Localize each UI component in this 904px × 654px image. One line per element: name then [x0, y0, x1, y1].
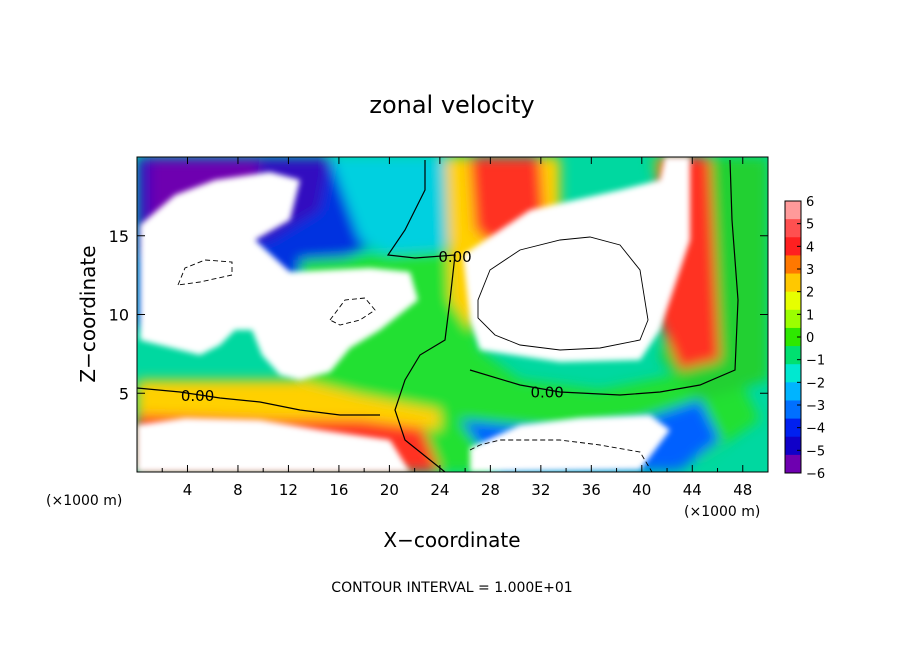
colorbar-label: 2	[806, 286, 814, 301]
colorbar-label: 4	[806, 240, 814, 255]
colorbar-swatch	[785, 309, 801, 329]
contour-labels: 0.00 0.00 0.00	[181, 248, 564, 405]
colorbar-label: −5	[806, 444, 825, 459]
colorbar-label: 5	[806, 218, 814, 233]
colorbar-label: −2	[806, 376, 825, 391]
colorbar-label: −1	[806, 354, 825, 369]
colorbar-label: −4	[806, 422, 825, 437]
colorbar-swatch	[785, 418, 801, 438]
colorbar-swatch	[785, 291, 801, 311]
colorbar-label: −6	[806, 467, 825, 482]
contour-label: 0.00	[530, 384, 563, 402]
x-axis-label: X−coordinate	[383, 528, 520, 552]
x-tick-label: 40	[632, 481, 651, 499]
x-unit-left: (×1000 m)	[46, 493, 122, 509]
y-axis-label: Z−coordinate	[76, 245, 100, 382]
x-axis-ticks: 4 8 12 16 20 24 28 32 36 40 44 48	[161, 157, 752, 499]
contour-label: 0.00	[438, 248, 471, 266]
x-tick-label: 8	[233, 481, 243, 499]
colorbar-label: 3	[806, 263, 814, 278]
x-tick-label: 48	[733, 481, 752, 499]
x-tick-label: 4	[183, 481, 193, 499]
y-axis-ticks: 5 10 15	[109, 227, 768, 403]
x-tick-label: 20	[380, 481, 399, 499]
colorbar-label: −3	[806, 399, 825, 414]
colorbar-swatch	[785, 237, 801, 256]
y-tick-label: 15	[109, 227, 129, 246]
chart-title: zonal velocity	[369, 91, 534, 119]
colorbar-swatch	[785, 400, 801, 420]
x-tick-label: 28	[481, 481, 500, 499]
colorbar-swatch	[785, 346, 801, 365]
colorbar-swatch	[785, 364, 801, 383]
velocity-field	[137, 157, 768, 472]
contour-interval-note: CONTOUR INTERVAL = 1.000E+01	[331, 580, 572, 596]
x-tick-label: 32	[531, 481, 550, 499]
colorbar-swatch	[785, 201, 801, 220]
colorbar-swatch	[785, 273, 801, 293]
x-tick-label: 44	[683, 481, 702, 499]
colorbar-swatch	[785, 436, 801, 456]
y-tick-label: 5	[119, 384, 129, 403]
contour-label: 0.00	[181, 387, 214, 405]
colorbar-swatch	[785, 327, 801, 347]
colorbar-swatch	[785, 255, 801, 275]
x-tick-label: 16	[329, 481, 348, 499]
y-tick-label: 10	[109, 306, 129, 325]
colorbar-swatch	[785, 219, 801, 238]
colorbar-label: 6	[806, 195, 814, 210]
x-tick-label: 24	[430, 481, 449, 499]
colorbar-swatch	[785, 382, 801, 401]
x-tick-label: 36	[582, 481, 601, 499]
colorbar-label: 0	[806, 331, 814, 346]
colorbar-label: 1	[806, 308, 814, 323]
x-unit-right: (×1000 m)	[684, 504, 760, 520]
colorbar-swatch	[785, 454, 801, 474]
x-tick-label: 12	[279, 481, 298, 499]
colorbar: 6 5 4 3 2 1 0 −1 −2 −3 −4 −5 −6	[784, 195, 825, 482]
